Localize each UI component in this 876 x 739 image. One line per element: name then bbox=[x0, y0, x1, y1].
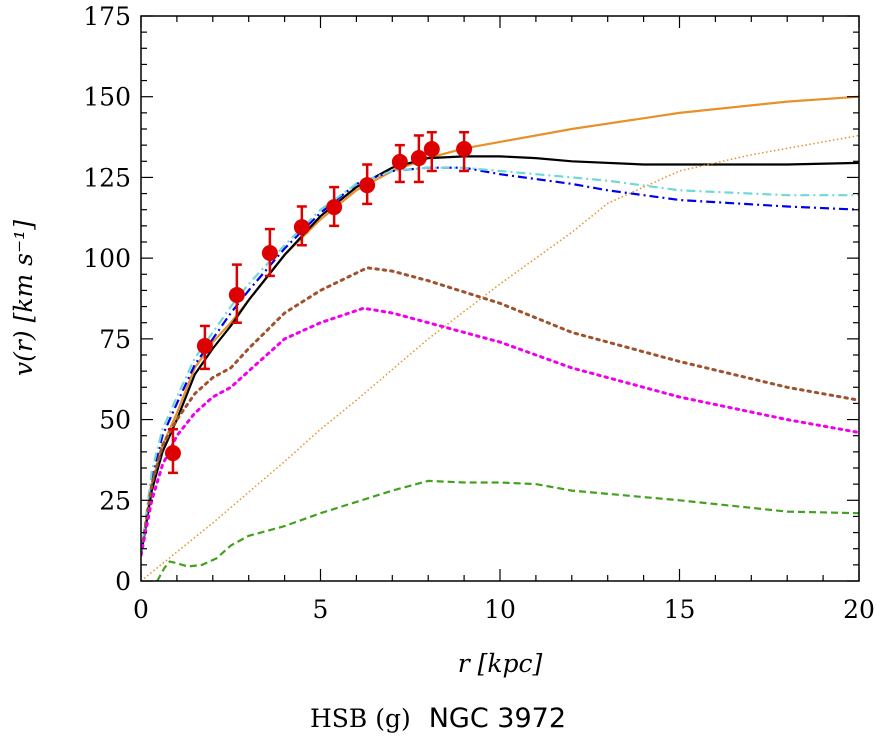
y-tick-label: 50 bbox=[99, 406, 131, 435]
y-tick-label: 125 bbox=[83, 163, 131, 192]
subtitle-galaxy: NGC 3972 bbox=[428, 703, 567, 734]
x-axis-label: r [kpc] bbox=[458, 649, 543, 678]
data-point bbox=[261, 244, 278, 261]
x-tick-label: 20 bbox=[843, 595, 875, 624]
model-curve-1 bbox=[141, 155, 859, 556]
y-axis-label: v(r) [km s⁻¹] bbox=[9, 220, 38, 376]
x-tick-label: 5 bbox=[313, 595, 329, 624]
data-point bbox=[359, 177, 376, 194]
y-tick-label: 150 bbox=[83, 83, 131, 112]
model-curve-6 bbox=[156, 479, 859, 581]
y-tick-label: 25 bbox=[99, 486, 131, 515]
y-tick-label: 0 bbox=[115, 567, 131, 596]
subtitle-category: HSB (g) bbox=[309, 704, 411, 733]
data-point bbox=[410, 150, 427, 167]
y-tick-label: 175 bbox=[83, 2, 131, 31]
model-curve-5 bbox=[141, 306, 859, 557]
data-point bbox=[391, 153, 408, 170]
model-curve-3 bbox=[141, 166, 859, 556]
model-curve-2 bbox=[141, 166, 859, 556]
y-tick-label: 100 bbox=[83, 244, 131, 273]
model-curve-7 bbox=[141, 134, 859, 581]
model-curve-4 bbox=[141, 266, 859, 557]
data-point bbox=[423, 141, 440, 158]
x-tick-label: 0 bbox=[133, 595, 149, 624]
y-tick-label: 75 bbox=[99, 325, 131, 354]
model-curve-0 bbox=[141, 95, 859, 556]
data-point bbox=[326, 199, 343, 216]
data-point bbox=[228, 286, 245, 303]
data-point bbox=[196, 337, 213, 354]
x-tick-label: 15 bbox=[664, 595, 696, 624]
x-tick-label: 10 bbox=[484, 595, 516, 624]
data-point bbox=[456, 141, 473, 158]
data-point bbox=[293, 219, 310, 236]
data-point bbox=[164, 445, 181, 462]
